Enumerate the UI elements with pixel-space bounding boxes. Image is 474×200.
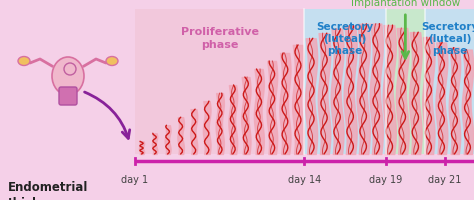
Text: Implantation window: Implantation window (351, 0, 460, 8)
Text: day 19: day 19 (369, 174, 402, 184)
Text: day 1: day 1 (121, 174, 148, 184)
Ellipse shape (52, 58, 84, 96)
Text: Secretory
(luteal)
phase: Secretory (luteal) phase (421, 21, 474, 56)
Ellipse shape (18, 57, 30, 66)
FancyBboxPatch shape (59, 88, 77, 105)
Bar (425, 10, 474, 154)
Text: day 21: day 21 (428, 174, 462, 184)
Text: Endometrial
thickness: Endometrial thickness (8, 180, 88, 200)
Ellipse shape (106, 57, 118, 66)
Bar (135, 10, 304, 154)
Text: day 14: day 14 (288, 174, 321, 184)
Bar (386, 10, 425, 154)
Text: Proliferative
phase: Proliferative phase (181, 27, 259, 50)
Text: Secretory
(luteal)
phase: Secretory (luteal) phase (317, 21, 374, 56)
Bar (304, 10, 386, 154)
